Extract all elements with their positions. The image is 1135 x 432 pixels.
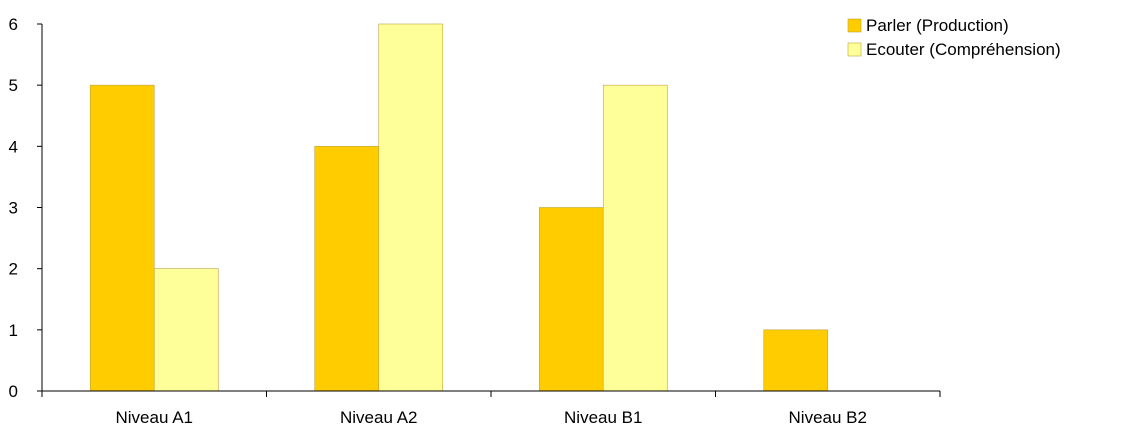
- x-tick-label: Niveau A1: [116, 408, 194, 427]
- y-tick-label: 5: [9, 76, 18, 95]
- axes-layer: 0 1 2 3 4 5 6 Niveau A1 Niveau A2 Niveau B1 Niveau…: [9, 15, 941, 427]
- bar-series-1-niveau-a2: [378, 23, 444, 392]
- legend-swatch-1: [847, 42, 862, 57]
- x-tick-label: Niveau A2: [340, 408, 418, 427]
- y-tick-label: 0: [9, 382, 18, 401]
- y-tick-label: 2: [9, 260, 18, 279]
- bar-series-0-niveau-b2: [763, 329, 829, 392]
- bar-series-1-niveau-b1: [602, 84, 668, 392]
- legend-swatch-0: [847, 18, 862, 33]
- y-tick-label: 3: [9, 199, 18, 218]
- y-tick-label: 1: [9, 321, 18, 340]
- bar-series-0-niveau-b1: [538, 207, 604, 392]
- bar-series-0-niveau-a2: [314, 146, 380, 392]
- y-tick-label: 6: [9, 15, 18, 34]
- legend: Parler (Production) Ecouter (Compréhensio…: [847, 16, 1061, 59]
- bars-layer: [89, 23, 829, 392]
- y-tick-label: 4: [9, 137, 18, 156]
- legend-label-1: Ecouter (Compréhension): [866, 40, 1061, 59]
- legend-label-0: Parler (Production): [866, 16, 1009, 35]
- x-tick-label: Niveau B2: [789, 408, 867, 427]
- bar-series-1-niveau-a1: [153, 268, 219, 392]
- x-tick-label: Niveau B1: [564, 408, 642, 427]
- bar-series-0-niveau-a1: [89, 84, 155, 392]
